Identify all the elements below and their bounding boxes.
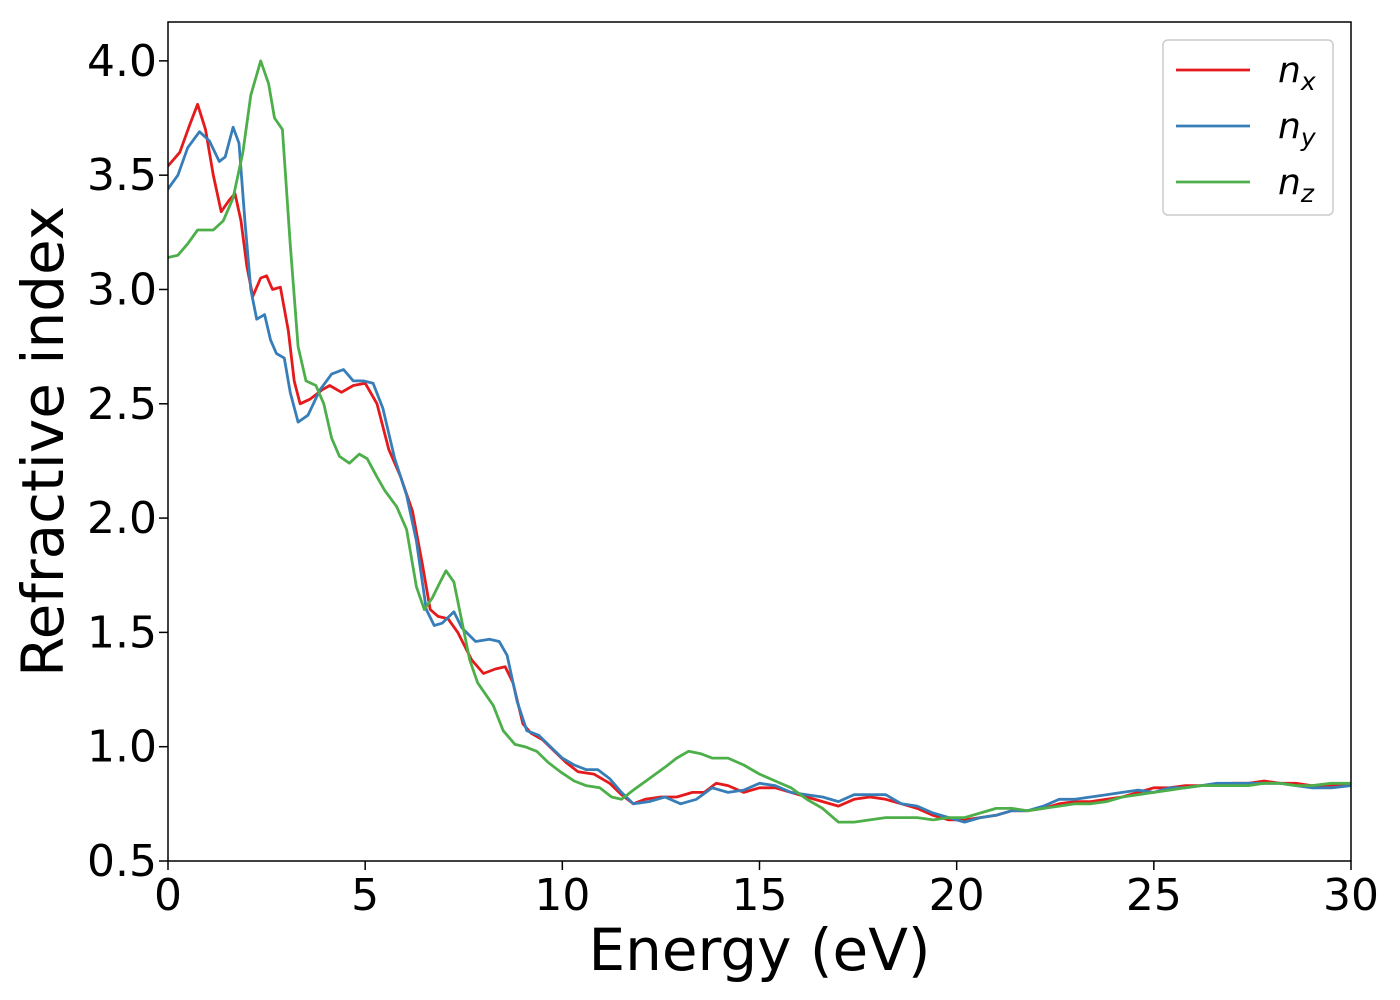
legend-box [1162,39,1334,216]
x-tick-label: 30 [1323,870,1379,921]
series-line-ny [168,125,1351,824]
y-axis-ticks: 0.5 1.0 1.5 2.0 2.5 3.0 3.5 4.0 [87,36,168,887]
x-tick-label: 5 [351,870,379,921]
legend-label-nz: nz [1278,162,1315,208]
y-tick-label: 3.5 [87,150,157,201]
x-tick-label: 15 [732,870,788,921]
legend-label-main: n [1278,106,1301,147]
x-tick-label: 0 [154,870,182,921]
legend-label-subscript: z [1300,179,1315,208]
y-tick-label: 3.0 [87,264,157,315]
legend-label-subscript: x [1300,67,1316,96]
legend-label-nx: nx [1278,50,1316,96]
y-tick-label: 4.0 [87,36,157,87]
y-tick-label: 2.5 [87,379,157,430]
x-axis-label: Energy (eV) [588,916,930,984]
legend-label-subscript: y [1300,123,1317,152]
y-tick-label: 2.0 [87,493,157,544]
series-line-nx [168,102,1351,822]
legend-label-main: n [1278,50,1301,91]
x-axis-ticks: 0 5 10 15 20 25 30 [154,861,1379,921]
series-line-nz [168,59,1351,824]
y-tick-label: 1.5 [87,607,157,658]
x-tick-label: 20 [929,870,985,921]
y-tick-label: 1.0 [87,722,157,773]
series-layer [168,59,1351,824]
legend-label-ny: ny [1278,106,1317,152]
y-axis-label: Refractive index [9,206,77,677]
x-tick-label: 10 [534,870,590,921]
legend-label-main: n [1278,162,1301,203]
x-tick-label: 25 [1126,870,1182,921]
y-tick-label: 0.5 [87,836,157,887]
